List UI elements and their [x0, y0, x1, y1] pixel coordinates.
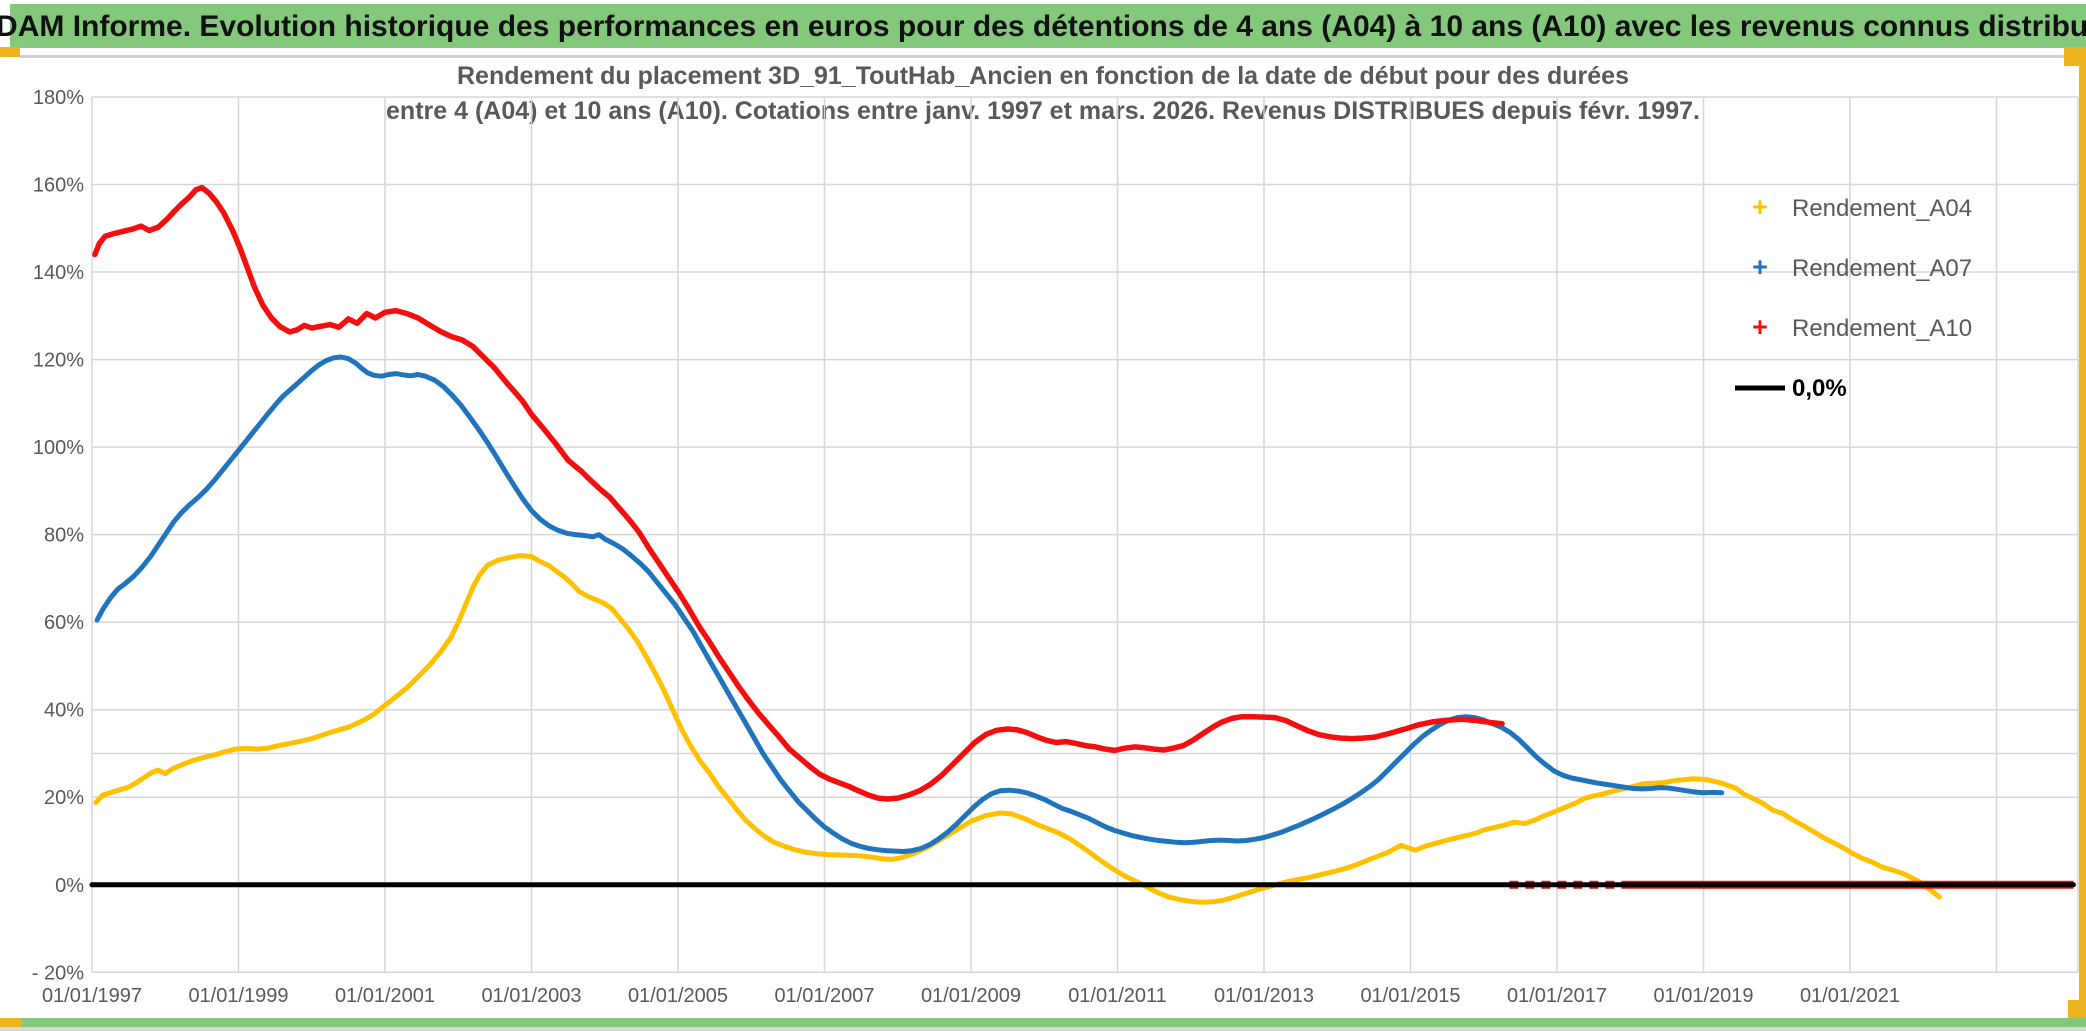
y-axis-tick-label: 60% — [44, 612, 84, 634]
header-shadow-line — [20, 55, 2064, 58]
legend-label: 0,0% — [1792, 375, 1847, 402]
x-axis-tick-label: 01/01/2003 — [481, 985, 581, 1007]
legend-marker-plus-icon: + — [1752, 252, 1768, 282]
x-axis-tick-label: 01/01/2011 — [1068, 985, 1167, 1007]
series-layer — [89, 184, 2076, 905]
y-axis-tick-label: 20% — [44, 787, 84, 809]
legend-marker-plus-icon: + — [1752, 192, 1768, 222]
chart-title-line2: entre 4 (A04) et 10 ans (A10). Cotations… — [386, 97, 1700, 125]
bottom-green-bar — [0, 1018, 2086, 1027]
page-title: ADAM Informe. Evolution historique des p… — [0, 10, 2086, 43]
y-axis-tick-label: 140% — [33, 262, 84, 284]
x-axis-tick-label: 01/01/2013 — [1214, 985, 1314, 1007]
x-axis-tick-label: 01/01/2015 — [1360, 985, 1460, 1007]
legend-label: Rendement_A10 — [1792, 315, 1972, 342]
y-axis-tick-label: 100% — [33, 437, 84, 459]
legend-item-Rendement_A07[interactable]: + Rendement_A07 — [1752, 252, 1972, 282]
x-axis-tick-label: 01/01/2001 — [335, 985, 435, 1007]
x-axis-tick-label: 01/01/2007 — [774, 985, 874, 1007]
legend-item-Rendement_A10[interactable]: + Rendement_A10 — [1752, 312, 1972, 342]
y-axis-tick-label: 40% — [44, 700, 84, 722]
legend-marker-plus-icon: + — [1752, 312, 1768, 342]
header-band — [10, 4, 2086, 48]
axis-tick-layer: 180%160%140%120%100%80%60%40%20%0%- 20%0… — [32, 87, 1900, 1007]
legend-item-Rendement_A04[interactable]: + Rendement_A04 — [1752, 192, 1972, 222]
y-axis-tick-label: - 20% — [32, 962, 84, 984]
x-axis-tick-label: 01/01/2017 — [1507, 985, 1607, 1007]
header-gap — [0, 48, 2086, 58]
accent-right-strip — [2079, 66, 2086, 1022]
accent-top-right — [2064, 47, 2086, 66]
series-line-Rendement_A10 — [92, 184, 1505, 802]
legend-item-0,0%[interactable]: 0,0% — [1735, 375, 1847, 402]
y-axis-tick-label: 80% — [44, 525, 84, 547]
x-axis-tick-label: 01/01/1997 — [42, 985, 142, 1007]
x-axis-tick-label: 01/01/2019 — [1653, 985, 1753, 1007]
x-axis-tick-label: 01/01/1999 — [188, 985, 288, 1007]
chart-legend[interactable]: + Rendement_A04 + Rendement_A07 + Rendement_A… — [1735, 192, 1972, 402]
accent-top-left — [0, 47, 20, 57]
accent-bottom-left — [0, 1018, 22, 1027]
series-line-Rendement_A07 — [94, 354, 1725, 854]
legend-label: Rendement_A04 — [1792, 195, 1972, 222]
accent-bottom-right — [2068, 1000, 2086, 1022]
y-axis-tick-label: 160% — [33, 175, 84, 197]
y-axis-tick-label: 120% — [33, 350, 84, 372]
x-axis-tick-label: 01/01/2009 — [921, 985, 1021, 1007]
y-axis-tick-label: 0% — [55, 875, 84, 897]
x-axis-tick-label: 01/01/2021 — [1800, 985, 1900, 1007]
y-axis-tick-label: 180% — [33, 87, 84, 109]
legend-label: Rendement_A07 — [1792, 255, 1972, 282]
x-axis-tick-label: 01/01/2005 — [628, 985, 728, 1007]
chart-title-line1: Rendement du placement 3D_91_ToutHab_Anc… — [457, 62, 1629, 90]
bottom-grey-strip — [0, 1027, 2086, 1031]
